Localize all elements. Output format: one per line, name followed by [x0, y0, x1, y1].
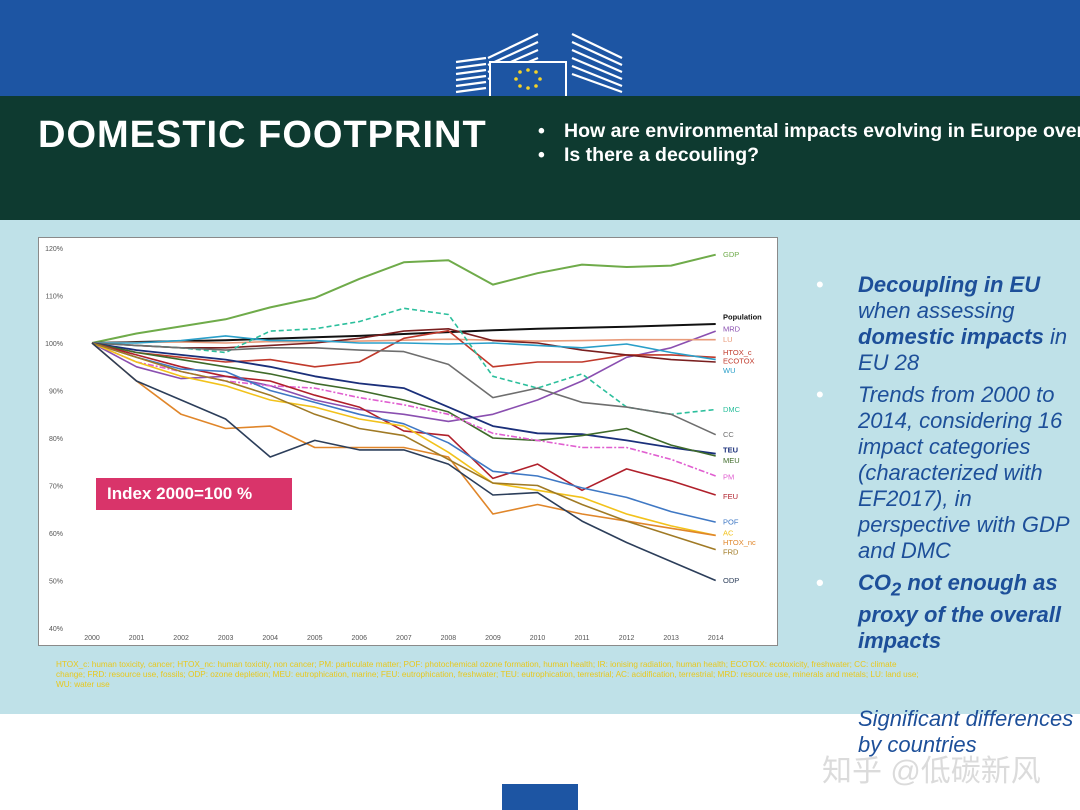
series-line-lu — [91, 338, 716, 344]
series-line-pm — [91, 342, 716, 477]
question-item: • How are environmental impacts evolving … — [538, 120, 1080, 144]
x-tick-label: 2004 — [262, 635, 278, 642]
question-text: Is there a decouling? — [564, 143, 760, 166]
series-label-htox-c: HTOX_c — [723, 348, 752, 357]
finding-text: Trends from 2000 to 2014, considering 16… — [858, 382, 1069, 563]
finding-item: • Decoupling in EU when assessing domest… — [816, 272, 1078, 376]
series-line-wu — [92, 335, 716, 361]
finding-bold: Decoupling in EU — [858, 272, 1041, 297]
footnote: HTOX_c: human toxicity, cancer; HTOX_nc:… — [56, 660, 919, 689]
finding-bold: not enough as proxy of the overall impac… — [858, 570, 1061, 654]
line-chart: 40% 50% 60% 70% 80% 90% 100% 110% 120% 2000 2001 20… — [45, 246, 762, 642]
series-line-htox-c — [91, 329, 716, 368]
finding-bold: CO — [858, 570, 891, 595]
y-tick-label: 80% — [49, 436, 63, 443]
series-label-feu: FEU — [723, 492, 738, 501]
finding-item: • Trends from 2000 to 2014, considering … — [816, 382, 1078, 564]
x-tick-label: 2012 — [619, 635, 635, 642]
series-label-odp: ODP — [723, 576, 739, 585]
page-title: DOMESTIC FOOTPRINT — [38, 114, 487, 156]
y-tick-label: 40% — [49, 626, 63, 633]
chart-frame: 40% 50% 60% 70% 80% 90% 100% 110% 120% 2000 2001 20… — [38, 237, 778, 646]
series-line-teu — [91, 342, 716, 455]
series-line-cc — [91, 342, 717, 436]
series-line-dmc — [91, 307, 716, 416]
y-tick-label: 50% — [49, 579, 63, 586]
series-label-gdp: GDP — [723, 250, 739, 259]
finding-text: in EU 28 — [858, 324, 1068, 375]
x-tick-label: 2009 — [485, 635, 501, 642]
y-tick-label: 60% — [49, 531, 63, 538]
x-tick-label: 2011 — [575, 635, 590, 642]
y-tick-label: 90% — [49, 389, 63, 396]
series-label-frd: FRD — [723, 548, 739, 557]
watermark: 知乎 @低碳新风 — [822, 755, 1041, 788]
bullet-dot-icon: • — [816, 570, 824, 595]
y-tick-label: 120% — [45, 246, 63, 253]
bullet-dot-icon: • — [538, 120, 545, 142]
series-line-meu — [91, 342, 716, 457]
question-text: How are environmental impacts evolving i… — [564, 120, 1080, 142]
finding-bold: domestic impacts — [858, 324, 1044, 349]
x-tick-label: 2010 — [530, 635, 546, 642]
series-line-population — [91, 323, 716, 344]
x-tick-label: 2005 — [307, 635, 323, 642]
y-tick-label: 110% — [46, 294, 63, 301]
x-tick-label: 2002 — [173, 635, 189, 642]
header-band — [0, 96, 1080, 220]
y-tick-label: 100% — [45, 341, 63, 348]
series-line-gdp — [91, 253, 716, 344]
series-label-htox-nc: HTOX_nc — [723, 538, 756, 547]
series-label-ecotox: ECOTOX — [723, 357, 755, 366]
bullet-dot-icon: • — [538, 143, 545, 166]
series-label-pof: POF — [723, 518, 739, 527]
index-badge: Index 2000=100 % — [96, 478, 292, 510]
x-tick-label: 2007 — [396, 635, 412, 642]
series-label-meu: MEU — [723, 456, 740, 465]
eu-commission-logo-icon — [455, 33, 623, 98]
x-tick-label: 2001 — [129, 635, 145, 642]
x-tick-label: 2008 — [441, 635, 457, 642]
key-findings: • Decoupling in EU when assessing domest… — [816, 272, 1078, 660]
series-label-dmc: DMC — [723, 405, 741, 414]
series-line-frd — [91, 342, 716, 551]
series-label-wu: WU — [723, 366, 736, 375]
series-line-mrd — [91, 330, 716, 423]
question-item: • Is there a decouling? — [538, 144, 1080, 168]
finding-extra: Significant differences by countries — [858, 706, 1074, 757]
series-line-htox-nc — [91, 342, 716, 537]
x-tick-label: 2003 — [218, 635, 234, 642]
finding-item: • CO2 not enough as proxy of the overall… — [816, 570, 1078, 654]
series-label-ac: AC — [723, 529, 734, 538]
x-tick-label: 2014 — [708, 635, 724, 642]
series-label-teu: TEU — [723, 445, 738, 454]
series-line-pof — [91, 342, 716, 523]
x-tick-label: 2000 — [84, 635, 100, 642]
series-label-lu: LU — [723, 335, 733, 344]
series-line-feu — [91, 342, 716, 496]
bullet-dot-icon: • — [816, 272, 824, 297]
series-line-ac — [91, 342, 716, 537]
series-label-mrd: MRD — [723, 324, 741, 333]
bottom-flag — [502, 784, 578, 810]
finding-subscript: 2 — [891, 578, 902, 600]
x-tick-label: 2006 — [352, 635, 368, 642]
y-tick-label: 70% — [49, 484, 63, 491]
series-line-odp — [91, 342, 717, 582]
series-label-cc: CC — [723, 430, 734, 439]
finding-text: when assessing — [858, 298, 1015, 323]
series-label-population: Population — [723, 312, 762, 321]
header-questions: • How are environmental impacts evolving … — [538, 120, 1080, 167]
bullet-dot-icon: • — [816, 382, 824, 407]
series-label-pm: PM — [723, 472, 734, 481]
x-tick-label: 2013 — [663, 635, 679, 642]
